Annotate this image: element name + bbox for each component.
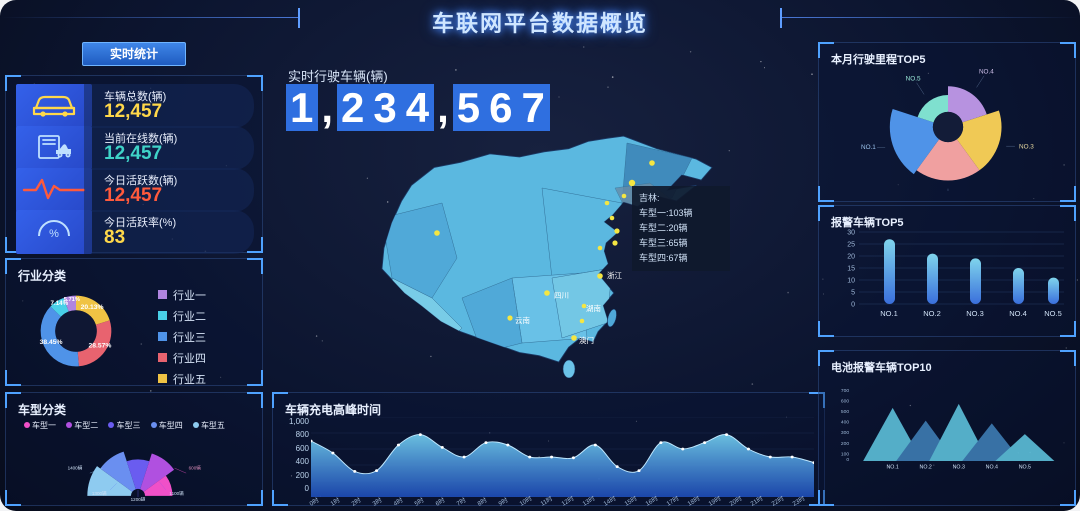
svg-text:%: % — [49, 228, 59, 240]
svg-text:NO.4: NO.4 — [979, 68, 994, 75]
svg-text:NO.4: NO.4 — [986, 465, 998, 471]
svg-text:20: 20 — [847, 254, 855, 261]
svg-text:4时: 4时 — [392, 496, 404, 508]
svg-text:11时: 11时 — [539, 496, 554, 508]
svg-text:22时: 22时 — [770, 496, 785, 508]
svg-text:500: 500 — [841, 409, 849, 415]
svg-text:25: 25 — [847, 242, 855, 249]
svg-text:13时: 13时 — [581, 496, 596, 508]
svg-text:NO.2: NO.2 — [920, 465, 932, 471]
svg-text:300: 300 — [841, 430, 849, 436]
svg-text:700: 700 — [841, 388, 849, 394]
svg-text:1300辆: 1300辆 — [92, 490, 107, 497]
svg-text:600: 600 — [841, 399, 849, 405]
svg-text:浙江: 浙江 — [607, 270, 622, 280]
svg-text:19时: 19时 — [707, 496, 722, 508]
svg-text:云南: 云南 — [515, 315, 530, 325]
svg-text:5时: 5时 — [413, 496, 425, 508]
svg-text:12时: 12时 — [560, 496, 575, 508]
svg-text:20.13%: 20.13% — [81, 304, 104, 311]
svg-text:2时: 2时 — [350, 496, 362, 508]
svg-text:18时: 18时 — [686, 496, 701, 508]
svg-text:30: 30 — [847, 230, 855, 237]
svg-text:NO.3: NO.3 — [1019, 144, 1034, 151]
svg-text:1时: 1时 — [329, 496, 341, 508]
svg-text:17时: 17时 — [665, 496, 680, 508]
svg-text:21时: 21时 — [749, 496, 764, 508]
svg-text:200: 200 — [841, 441, 849, 447]
svg-text:38.45%: 38.45% — [40, 339, 63, 346]
svg-text:10时: 10时 — [518, 496, 533, 508]
svg-text:1200辆: 1200辆 — [131, 496, 146, 501]
svg-text:14时: 14时 — [602, 496, 617, 508]
svg-text:1100辆: 1100辆 — [169, 490, 184, 497]
svg-text:0: 0 — [846, 457, 849, 463]
svg-text:0: 0 — [851, 302, 855, 309]
svg-text:NO.3: NO.3 — [953, 465, 965, 471]
svg-text:NO.3: NO.3 — [966, 309, 984, 318]
svg-text:6时: 6时 — [434, 496, 446, 508]
svg-text:5: 5 — [851, 290, 855, 297]
svg-text:5.71%: 5.71% — [64, 297, 80, 303]
svg-text:16时: 16时 — [644, 496, 659, 508]
svg-text:NO.1: NO.1 — [880, 309, 898, 318]
svg-text:10: 10 — [847, 278, 855, 285]
svg-text:NO.4: NO.4 — [1009, 309, 1027, 318]
svg-text:NO.2: NO.2 — [923, 309, 941, 318]
svg-text:23时: 23时 — [791, 496, 806, 508]
svg-text:NO.5: NO.5 — [1044, 309, 1062, 318]
svg-text:400: 400 — [841, 420, 849, 426]
svg-text:1400辆: 1400辆 — [68, 465, 83, 472]
svg-text:四川: 四川 — [554, 291, 569, 300]
svg-text:NO.5: NO.5 — [1019, 465, 1031, 471]
svg-text:28.57%: 28.57% — [88, 343, 111, 350]
svg-text:20时: 20时 — [728, 496, 743, 508]
svg-text:3时: 3时 — [371, 496, 383, 508]
svg-text:7时: 7时 — [455, 496, 467, 508]
svg-text:15时: 15时 — [623, 496, 638, 508]
svg-text:15: 15 — [847, 266, 855, 273]
svg-text:NO.1: NO.1 — [861, 144, 876, 151]
svg-text:100: 100 — [841, 451, 849, 457]
svg-text:600辆: 600辆 — [189, 465, 202, 472]
svg-text:澳门: 澳门 — [579, 335, 594, 345]
svg-text:0时: 0时 — [309, 496, 320, 508]
svg-text:NO.1: NO.1 — [887, 465, 899, 471]
svg-text:湖南: 湖南 — [586, 303, 601, 313]
svg-text:8时: 8时 — [476, 496, 488, 508]
svg-text:NO.5: NO.5 — [906, 75, 921, 82]
svg-text:9时: 9时 — [497, 496, 509, 508]
